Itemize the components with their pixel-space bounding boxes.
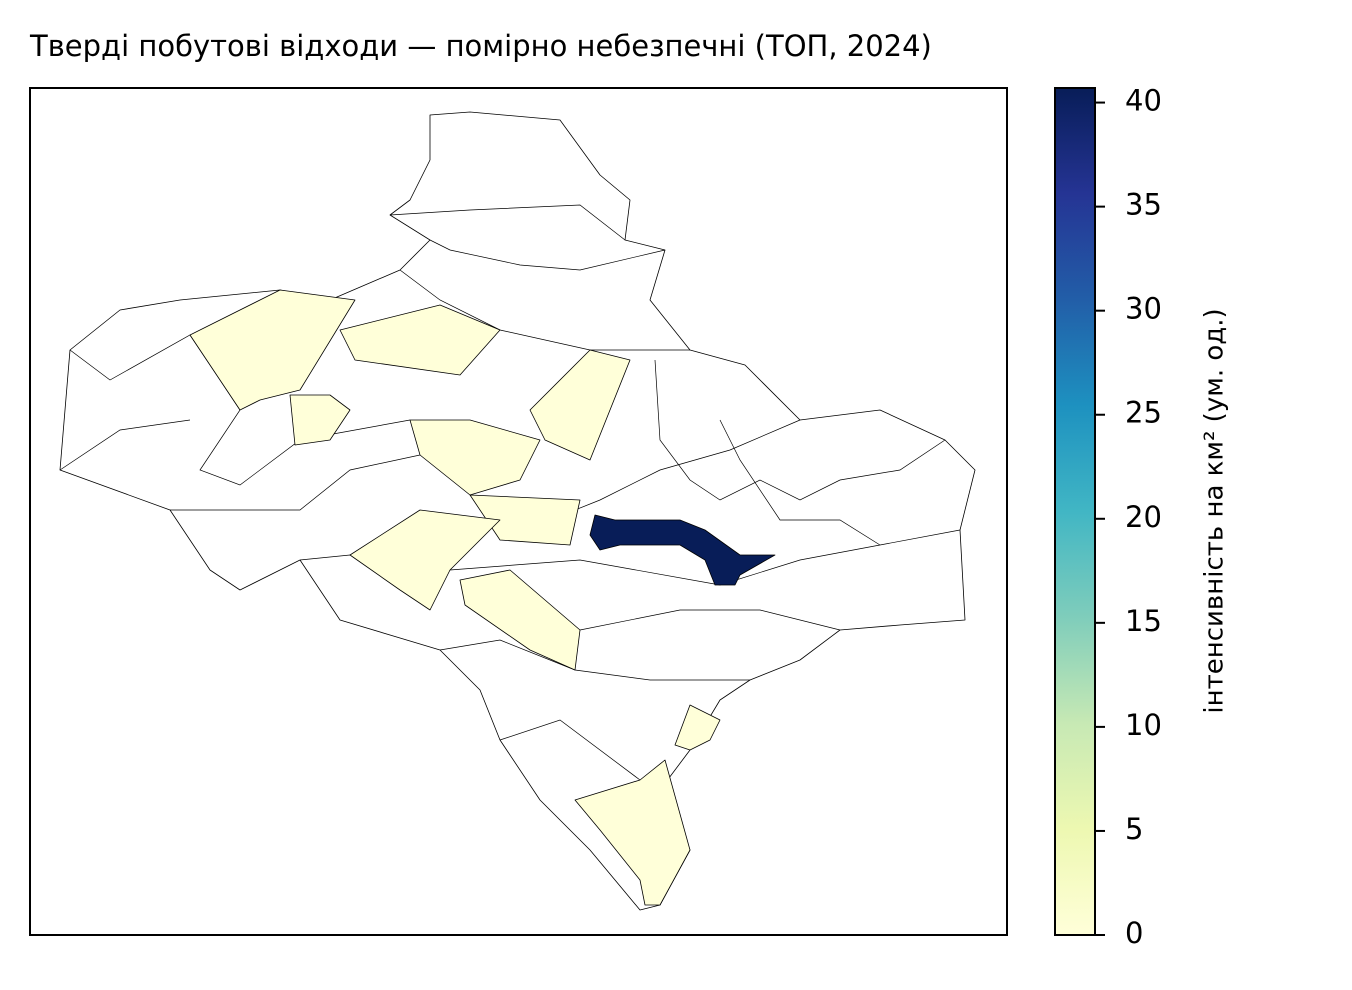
colorbar-tick-label: 5: [1125, 812, 1143, 846]
boundary: [719, 419, 881, 546]
boundary: [579, 609, 841, 631]
colorbar-tick-label: 30: [1125, 292, 1162, 326]
chart-title: Тверді побутові відходи — помірно небезп…: [29, 29, 932, 63]
region: [349, 509, 501, 611]
region: [529, 349, 631, 461]
boundary: [170, 454, 421, 511]
colorbar-tick-label: 10: [1125, 708, 1162, 742]
colorbar-tick-label: 15: [1125, 604, 1162, 638]
map: [59, 111, 976, 911]
region: [339, 304, 501, 376]
region: [574, 759, 691, 906]
region: [674, 704, 721, 751]
colorbar: [1054, 87, 1096, 936]
region: [459, 569, 581, 671]
colorbar-label: інтенсивність на км² (ум. од.): [1200, 308, 1230, 713]
colorbar-tick-label: 35: [1125, 188, 1162, 222]
boundary: [429, 239, 666, 271]
colorbar-tick-label: 20: [1125, 500, 1162, 534]
region: [409, 419, 541, 496]
boundary: [389, 204, 626, 241]
colorbar-tick-label: 25: [1125, 396, 1162, 430]
colorbar-tick-label: 0: [1125, 916, 1143, 950]
region: [189, 289, 356, 411]
boundary: [59, 419, 191, 471]
region: [589, 514, 776, 586]
boundary: [69, 334, 411, 486]
boundary: [654, 359, 946, 501]
axes-frame: [29, 87, 1008, 936]
colorbar-tick-label: 40: [1125, 84, 1162, 118]
region: [289, 394, 351, 446]
boundary: [499, 719, 641, 781]
